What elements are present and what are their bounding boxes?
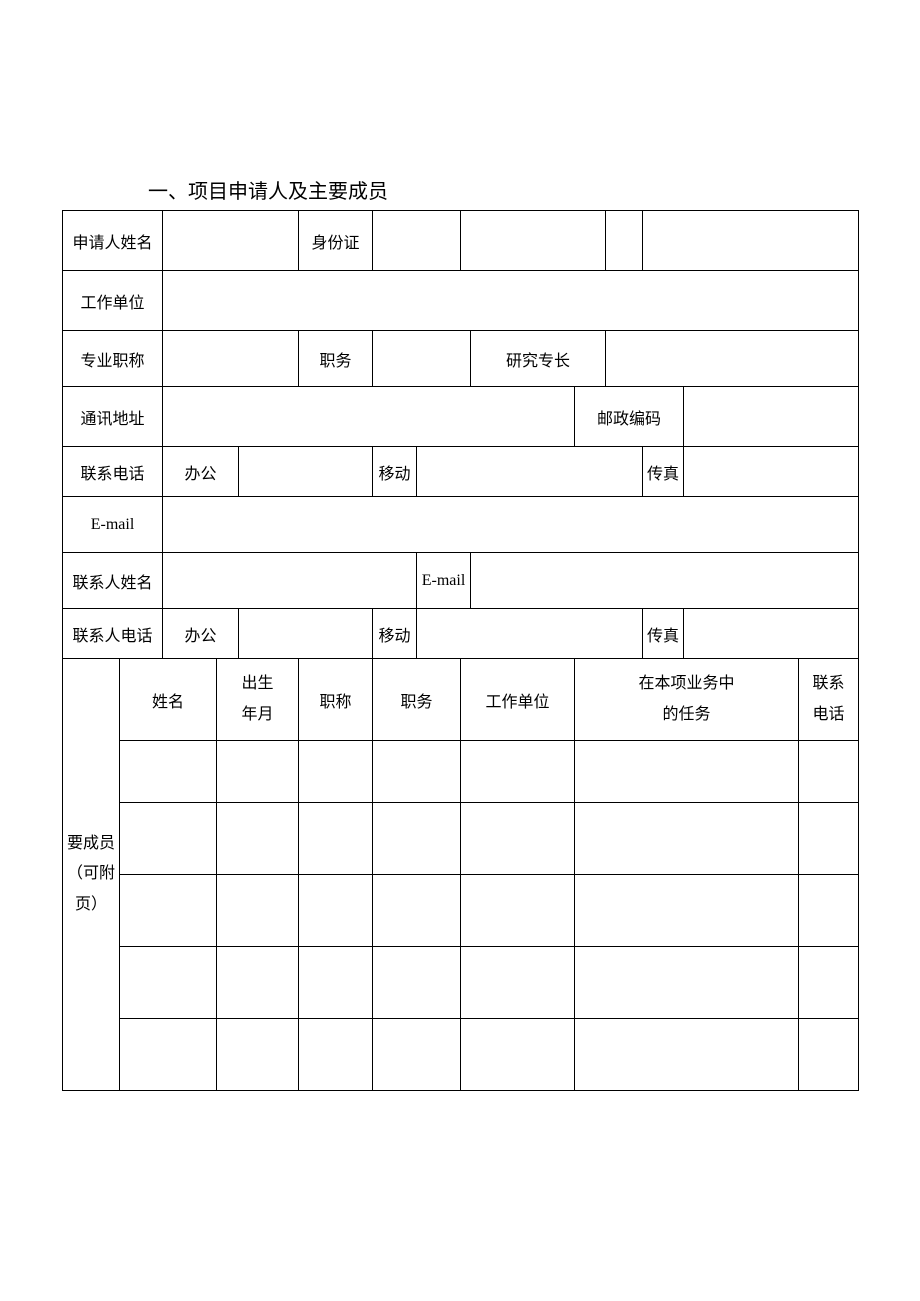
member-phone <box>799 741 859 803</box>
row-work-unit: 工作单位 <box>63 271 859 331</box>
label-postcode: 邮政编码 <box>575 387 684 447</box>
row-pro-title: 专业职称 职务 研究专长 <box>63 331 859 387</box>
member-row <box>63 1019 859 1091</box>
member-birth <box>217 1019 299 1091</box>
member-birth <box>217 741 299 803</box>
member-position <box>373 741 461 803</box>
label-contact-person-phone: 联系人电话 <box>63 609 163 659</box>
row-contact-person-phone: 联系人电话 办公 移动 传真 <box>63 609 859 659</box>
member-phone <box>799 1019 859 1091</box>
value-phone-fax <box>684 447 859 497</box>
col-name: 姓名 <box>120 659 217 741</box>
member-position <box>373 1019 461 1091</box>
label-mobile: 移动 <box>373 447 417 497</box>
value-contact-office <box>239 609 373 659</box>
member-phone <box>799 947 859 1019</box>
member-birth <box>217 947 299 1019</box>
row-contact-name: 联系人姓名 E-mail <box>63 553 859 609</box>
label-members: 要成员（可附页） <box>63 659 120 1091</box>
label-office-2: 办公 <box>163 609 239 659</box>
member-unit <box>461 803 575 875</box>
member-title <box>299 875 373 947</box>
member-row <box>63 875 859 947</box>
member-task <box>575 741 799 803</box>
label-position: 职务 <box>299 331 373 387</box>
member-position <box>373 947 461 1019</box>
member-task <box>575 875 799 947</box>
label-address: 通讯地址 <box>63 387 163 447</box>
member-unit <box>461 875 575 947</box>
member-position <box>373 875 461 947</box>
member-position <box>373 803 461 875</box>
member-name <box>120 875 217 947</box>
value-phone-mobile <box>417 447 643 497</box>
value-applicant-name <box>163 211 299 271</box>
col-position: 职务 <box>373 659 461 741</box>
value-position <box>373 331 471 387</box>
member-unit <box>461 947 575 1019</box>
value-id1 <box>373 211 461 271</box>
form-table: 申请人姓名 身份证 工作单位 专业职称 职务 研究专长 通讯地址 邮政编码 <box>62 210 859 1091</box>
col-unit: 工作单位 <box>461 659 575 741</box>
value-id3 <box>606 211 643 271</box>
value-contact-name <box>163 553 417 609</box>
member-unit <box>461 741 575 803</box>
value-contact-mobile <box>417 609 643 659</box>
member-title <box>299 1019 373 1091</box>
section-title: 一、项目申请人及主要成员 <box>148 175 858 204</box>
member-row <box>63 741 859 803</box>
value-phone-office <box>239 447 373 497</box>
label-specialty: 研究专长 <box>471 331 606 387</box>
value-contact-fax <box>684 609 859 659</box>
member-title <box>299 803 373 875</box>
member-unit <box>461 1019 575 1091</box>
row-contact-phone: 联系电话 办公 移动 传真 <box>63 447 859 497</box>
col-birth: 出生年月 <box>217 659 299 741</box>
label-contact-name: 联系人姓名 <box>63 553 163 609</box>
label-work-unit: 工作单位 <box>63 271 163 331</box>
member-task <box>575 803 799 875</box>
col-title: 职称 <box>299 659 373 741</box>
col-task: 在本项业务中的任务 <box>575 659 799 741</box>
member-row <box>63 803 859 875</box>
member-name <box>120 803 217 875</box>
member-name <box>120 1019 217 1091</box>
member-title <box>299 741 373 803</box>
label-contact-email: E-mail <box>417 553 471 609</box>
row-members-header: 要成员（可附页） 姓名 出生年月 职称 职务 工作单位 在本项业务中的任务 联系… <box>63 659 859 741</box>
label-pro-title: 专业职称 <box>63 331 163 387</box>
member-phone <box>799 803 859 875</box>
member-name <box>120 947 217 1019</box>
member-birth <box>217 803 299 875</box>
row-applicant-name: 申请人姓名 身份证 <box>63 211 859 271</box>
label-applicant-name: 申请人姓名 <box>63 211 163 271</box>
value-address <box>163 387 575 447</box>
label-office: 办公 <box>163 447 239 497</box>
row-email: E-mail <box>63 497 859 553</box>
value-pro-title <box>163 331 299 387</box>
member-birth <box>217 875 299 947</box>
label-mobile-2: 移动 <box>373 609 417 659</box>
value-contact-email <box>471 553 859 609</box>
value-email <box>163 497 859 553</box>
member-title <box>299 947 373 1019</box>
value-work-unit <box>163 271 859 331</box>
member-task <box>575 1019 799 1091</box>
value-postcode <box>684 387 859 447</box>
label-email: E-mail <box>63 497 163 553</box>
member-name <box>120 741 217 803</box>
label-contact-phone: 联系电话 <box>63 447 163 497</box>
col-phone: 联系电话 <box>799 659 859 741</box>
value-id4 <box>643 211 859 271</box>
row-address: 通讯地址 邮政编码 <box>63 387 859 447</box>
label-fax: 传真 <box>643 447 684 497</box>
member-row <box>63 947 859 1019</box>
value-specialty <box>606 331 859 387</box>
member-task <box>575 947 799 1019</box>
value-id2 <box>461 211 606 271</box>
member-phone <box>799 875 859 947</box>
label-id-card: 身份证 <box>299 211 373 271</box>
label-fax-2: 传真 <box>643 609 684 659</box>
